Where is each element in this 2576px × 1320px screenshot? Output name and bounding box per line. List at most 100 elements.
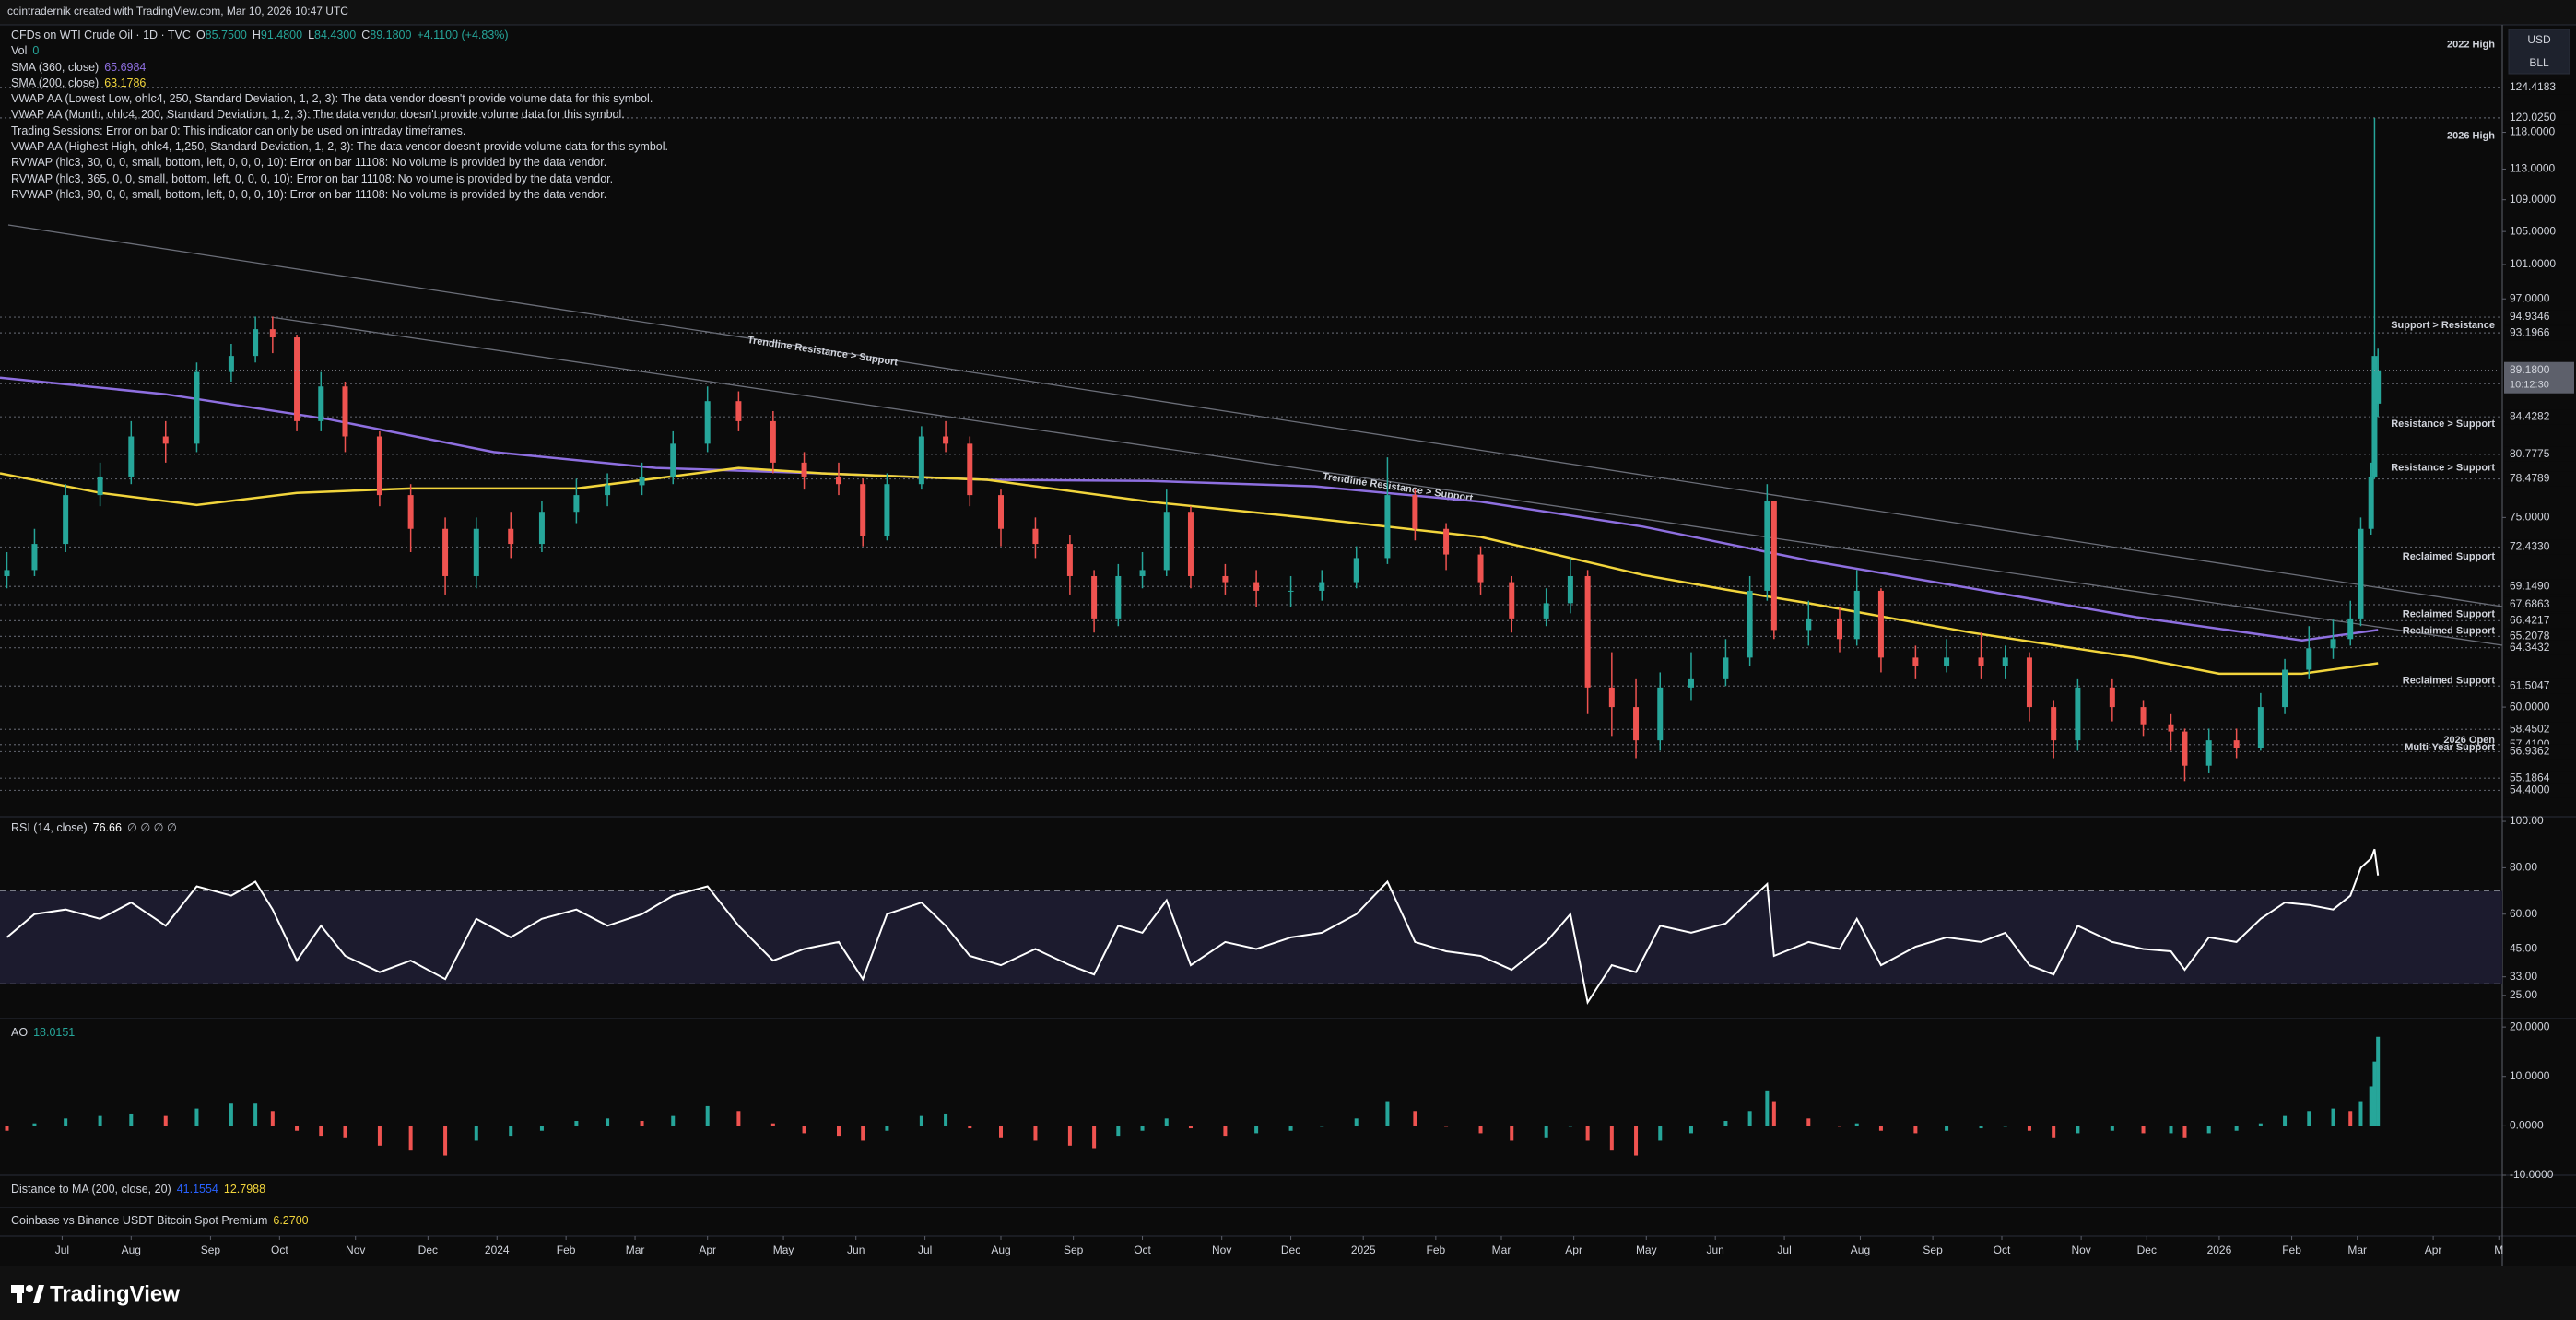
ao-bar [2206,1126,2211,1134]
rsi-extra: ∅ ∅ ∅ ∅ [126,821,177,834]
ao-bar [671,1115,676,1126]
y-tick-label: -10.0000 [2510,1168,2554,1181]
level-label: 93.1966 [2510,325,2550,338]
quote-value: 91.4800 [260,29,303,41]
candle-body [2306,648,2312,670]
y-tick-label: 20.0000 [2510,1019,2550,1032]
level-label: 67.6863 [2510,597,2550,610]
candle-body [1978,657,1984,666]
candle-body [1770,501,1777,631]
ao-bar [2372,1061,2377,1126]
level-label: 69.1490 [2510,579,2550,592]
y-tick-label: 60.00 [2510,907,2537,920]
candle-body [1944,657,1950,666]
x-tick-label: M [2494,1243,2503,1256]
candle-body [884,484,890,536]
note-text: VWAP AA (Lowest Low, ohlc4, 250, Standar… [11,92,653,106]
ao-bar [5,1126,9,1131]
ao-bar [861,1126,865,1141]
trendline-label: Trendline Resistance > Support [747,335,899,369]
candle-body [2347,618,2354,640]
level-label: 61.5047 [2510,678,2550,691]
x-tick-label: Nov [2071,1243,2090,1256]
ao-bar [2358,1101,2363,1126]
brand-logo [11,1285,44,1303]
candle-body [1139,570,1146,576]
level-label-bg [2504,446,2574,462]
vol-label: Vol [11,44,28,58]
ao-bar [2258,1123,2263,1126]
x-tick-label: Sep [201,1243,221,1256]
candle-body [1091,575,1098,619]
y-tick-label: 100.00 [2510,814,2544,827]
candle-body [194,371,200,444]
candle-body [128,436,135,477]
candle-body [1222,575,1229,583]
candle-body [967,443,973,496]
ao-bar [2376,1036,2381,1126]
overlay-legend: SMA (200, close) 63.1786 [11,76,674,91]
trendline [270,316,2503,646]
ao-bar [2076,1126,2080,1134]
ao-bar [1223,1126,1228,1137]
candle-body [639,476,645,486]
x-tick-label: Feb [557,1243,576,1256]
note-text: Trading Sessions: Error on bar 0: This i… [11,124,466,137]
pane-title: Distance to MA (200, close, 20) [11,1183,171,1196]
quote-key: C [361,29,371,41]
ao-bar [999,1126,1003,1138]
level-label-bg [2504,596,2574,612]
ao-bar [968,1126,972,1129]
candle-body [1319,582,1325,591]
pane-bar: 20.0000 10.0000 0.0000 -10.0000 [5,1019,2554,1181]
top-bar [0,0,2576,25]
level-label: 56.9362 [2510,745,2550,758]
volume-line: Vol 0 [11,43,674,59]
candle-body [442,528,449,576]
candle-body [2002,657,2008,666]
x-tick-label: Feb [2282,1243,2301,1256]
ao-bar [1945,1126,1949,1131]
candle-body [1412,495,1418,529]
ao-bar [343,1126,347,1138]
indicator-note: VWAP AA (Month, ohlc4, 200, Standard Dev… [11,107,674,123]
candle-body [269,329,276,338]
y-tick-label: 45.00 [2510,942,2537,955]
candle-body [1288,590,1294,592]
indicator-note: VWAP AA (Lowest Low, ohlc4, 250, Standar… [11,91,674,107]
level-label-bg [2504,629,2574,644]
candle-body [318,386,324,421]
note-text: RVWAP (hlc3, 90, 0, 0, small, bottom, le… [11,187,607,201]
level-label: 65.2078 [2510,630,2550,642]
rsi-title: RSI (14, close) [11,821,88,834]
ao-bar [1092,1126,1097,1149]
level-label: 55.1864 [2510,771,2550,784]
x-tick-label: Apr [2425,1243,2442,1256]
ao-bar [1609,1126,1614,1151]
rsi-legend: RSI (14, close) 76.66 ∅ ∅ ∅ ∅ [11,820,182,836]
quote-value: 84.4300 [314,29,357,41]
y-tick-label: 109.0000 [2510,193,2556,206]
y-tick-label: 97.0000 [2510,291,2550,304]
ao-bar [1067,1126,1072,1146]
level-label: 84.4282 [2510,409,2550,422]
x-tick-label: Jul [55,1243,69,1256]
x-tick-label: Jun [1706,1243,1723,1256]
ao-bar [1658,1126,1663,1141]
ao-bar [1188,1126,1193,1129]
x-tick-label: Oct [1994,1243,2011,1256]
x-tick-label: Feb [1427,1243,1446,1256]
ao-bar [1413,1111,1417,1126]
candle-body [943,436,949,444]
candle-body [342,386,348,437]
candle-body [538,512,545,545]
candle-body [1353,558,1359,583]
vol-value: 0 [32,44,40,58]
ao-bar [443,1126,448,1156]
note-text: VWAP AA (Highest High, ohlc4, 1,250, Sta… [11,140,668,154]
x-tick-label: Mar [1492,1243,1511,1256]
rsi-band [0,890,2502,984]
y-tick-label: 113.0000 [2510,162,2555,175]
ao-bar [64,1118,68,1126]
candle-body [704,401,711,444]
